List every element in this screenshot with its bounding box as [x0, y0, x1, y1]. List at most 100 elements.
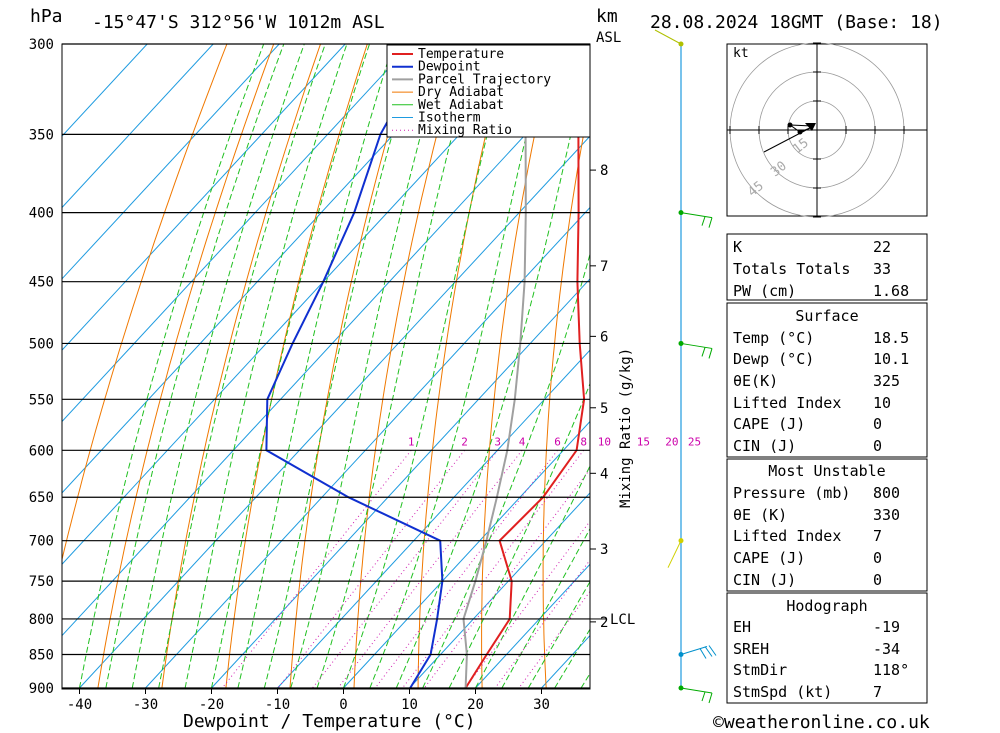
temperature-tick-label: -40 — [67, 697, 92, 713]
wet-adiabat-line — [316, 44, 477, 689]
pressure-tick-label: 550 — [29, 392, 54, 408]
hodograph-title: Hodograph — [786, 597, 867, 615]
most-unstable-table: Most Unstable Pressure (mb) 800 θE (K) 3… — [726, 458, 928, 592]
hodo-stmdir-value: 118° — [873, 661, 909, 679]
hodograph-unit: kt — [733, 46, 749, 61]
wind-barb — [680, 212, 713, 219]
index-tt-value: 33 — [873, 260, 891, 278]
parcel-trajectory-line — [462, 44, 527, 689]
pressure-tick-label: 350 — [29, 127, 54, 143]
index-k-label: K — [733, 238, 742, 256]
wind-barb — [701, 691, 706, 702]
surface-li-value: 10 — [873, 394, 891, 412]
km-unit: km — [596, 6, 618, 27]
index-tt-label: Totals Totals — [733, 260, 850, 278]
mixing-ratio-labels: 1 2 3 4 6 8 10 15 20 25 — [408, 435, 701, 448]
wind-barb — [708, 692, 713, 704]
mixing-ratio-label: 6 — [554, 435, 561, 448]
temperature-tick-label: 30 — [533, 697, 550, 713]
pressure-unit: hPa — [30, 6, 63, 27]
pressure-tick-label: 650 — [29, 490, 54, 506]
mu-cin-label: CIN (J) — [733, 571, 796, 589]
legend-label: Isotherm — [418, 111, 481, 126]
wet-adiabat-line — [290, 44, 447, 689]
surface-cin-label: CIN (J) — [733, 437, 796, 455]
dry-adiabat-line — [417, 44, 509, 688]
isotherm-line — [211, 278, 590, 689]
height-tick-label: 5 — [600, 401, 608, 417]
mixing-ratio-axis-title: Mixing Ratio (g/kg) — [618, 348, 634, 508]
lcl-label: LCL — [610, 612, 635, 628]
wet-adiabat-line — [184, 44, 348, 689]
dry-adiabat-line — [661, 44, 695, 688]
mixing-ratio-label: 10 — [598, 435, 611, 448]
wind-barb — [704, 646, 713, 657]
surface-dewp-value: 10.1 — [873, 350, 909, 368]
mixing-ratio-line — [312, 449, 499, 689]
pressure-tick-label: 300 — [29, 37, 54, 53]
surface-cin-value: 0 — [873, 437, 882, 455]
mixing-ratio-line — [423, 468, 590, 689]
legend-label: Mixing Ratio — [418, 123, 512, 138]
wind-barbs — [654, 29, 717, 704]
hodo-sreh-label: SREH — [733, 640, 769, 658]
wind-barb — [667, 540, 682, 568]
index-pw-label: PW (cm) — [733, 282, 796, 300]
most-unstable-title: Most Unstable — [768, 462, 885, 480]
wet-adiabat-line — [369, 44, 549, 689]
hodo-sreh-value: -34 — [873, 640, 900, 658]
pressure-tick-label: 400 — [29, 206, 54, 222]
height-tick-label: 7 — [600, 259, 608, 275]
mu-thetae-label: θE (K) — [733, 506, 787, 524]
temperature-tick-label: 0 — [339, 697, 347, 713]
temperature-tick-label: 10 — [401, 697, 418, 713]
mixing-ratio-line — [402, 449, 585, 689]
mixing-ratio-label: 1 — [408, 435, 415, 448]
temperature-tick-label: -20 — [199, 697, 224, 713]
hodo-stmdir-label: StmDir — [733, 661, 787, 679]
mu-li-value: 7 — [873, 527, 882, 545]
temperature-line — [464, 69, 590, 689]
dry-adiabat-line — [353, 44, 462, 689]
hodograph-point — [787, 122, 793, 128]
index-k-value: 22 — [873, 238, 891, 256]
legend-label: Dry Adiabat — [418, 85, 504, 100]
isotherm-line — [62, 44, 280, 280]
indices-table: K 22 Totals Totals 33 PW (cm) 1.68 — [726, 233, 928, 301]
legend-label: Parcel Trajectory — [418, 72, 551, 87]
mixing-ratio-label: 25 — [688, 435, 701, 448]
height-tick-label: 3 — [600, 542, 608, 558]
wet-adiabat-line — [343, 44, 511, 689]
isotherm-line — [62, 44, 346, 351]
mixing-ratio-line — [277, 449, 465, 689]
wet-adiabat-line — [263, 44, 420, 689]
surface-temp-value: 18.5 — [873, 329, 909, 347]
wind-barb — [708, 645, 717, 656]
hodograph-point — [797, 129, 803, 135]
surface-thetae-value: 325 — [873, 372, 900, 390]
surface-cape-label: CAPE (J) — [733, 415, 805, 433]
height-axis: 8 7 6 5 4 3 2 LCL — [590, 163, 635, 631]
dewpoint-line — [265, 44, 444, 689]
mu-cin-value: 0 — [873, 571, 882, 589]
mu-thetae-value: 330 — [873, 506, 900, 524]
wet-adiabat-line — [448, 382, 590, 689]
height-tick-label: 6 — [600, 329, 608, 345]
legend-label: Wet Adiabat — [418, 98, 504, 113]
mixing-ratio-label: 8 — [580, 435, 587, 448]
temperature-tick-label: -10 — [265, 697, 290, 713]
hodo-eh-label: EH — [733, 618, 751, 636]
surface-thetae-label: θE(K) — [733, 372, 778, 390]
wind-barb — [680, 342, 713, 349]
wet-adiabat-line — [395, 49, 590, 689]
mixing-ratio-line — [464, 520, 590, 689]
wet-adiabat-line — [422, 252, 590, 689]
hodo-stmspd-label: StmSpd (kt) — [733, 683, 832, 701]
wet-adiabat-line — [105, 44, 285, 689]
dry-adiabat-line — [542, 96, 590, 689]
temperature-tick-label: 20 — [467, 697, 484, 713]
pressure-tick-label: 750 — [29, 574, 54, 590]
wind-barb — [699, 648, 707, 659]
